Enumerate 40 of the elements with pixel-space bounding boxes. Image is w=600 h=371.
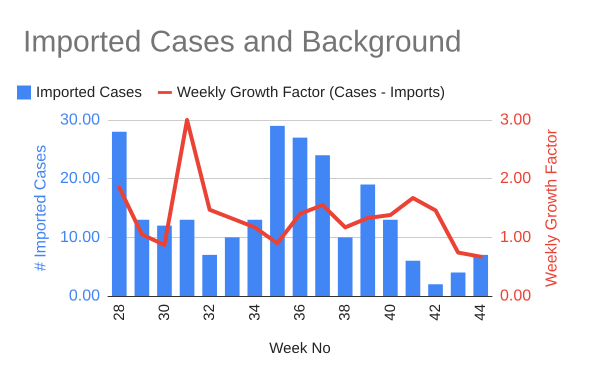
y2-axis-title: Weekly Growth Factor bbox=[544, 128, 560, 287]
y-tick-label: 10.00 bbox=[60, 228, 100, 246]
bar bbox=[406, 260, 420, 296]
x-tick-label: 44 bbox=[472, 304, 490, 321]
y-axis-title: # Imported Cases bbox=[32, 144, 50, 272]
bar bbox=[473, 254, 488, 296]
bar bbox=[224, 237, 240, 296]
y2-tick-label: 3.00 bbox=[500, 112, 532, 128]
bar bbox=[202, 254, 217, 296]
bar bbox=[247, 220, 262, 296]
bar bbox=[360, 184, 376, 296]
x-axis-title: Week No bbox=[269, 340, 331, 357]
x-tick-label: 28 bbox=[110, 304, 128, 321]
chart-title: Imported Cases and Background bbox=[23, 26, 462, 58]
bar bbox=[270, 126, 285, 296]
y2-tick-label: 1.00 bbox=[500, 228, 532, 246]
legend-label: Weekly Growth Factor (Cases - Imports) bbox=[176, 84, 446, 101]
bar bbox=[315, 155, 330, 296]
y-tick-label: 30.00 bbox=[60, 112, 100, 128]
bar bbox=[180, 220, 194, 296]
x-tick-label: 40 bbox=[382, 304, 399, 321]
bar bbox=[428, 284, 443, 296]
bar bbox=[292, 138, 308, 296]
x-tick-label: 32 bbox=[201, 304, 218, 321]
bar bbox=[383, 220, 398, 296]
bar bbox=[112, 132, 127, 296]
x-tick-label: 34 bbox=[246, 304, 264, 321]
y-tick-label: 20.00 bbox=[60, 170, 100, 188]
y-tick-label: 0.00 bbox=[68, 288, 100, 304]
x-tick-label: 38 bbox=[336, 304, 354, 321]
legend-label: Imported Cases bbox=[36, 84, 142, 101]
y2-tick-label: 0.00 bbox=[500, 288, 532, 304]
bar bbox=[134, 220, 150, 296]
line-series bbox=[117, 118, 483, 259]
bar bbox=[450, 272, 466, 296]
x-tick-label: 42 bbox=[427, 304, 444, 321]
bar bbox=[338, 237, 353, 296]
y2-tick-label: 2.00 bbox=[500, 170, 532, 188]
x-tick-label: 30 bbox=[156, 304, 173, 321]
x-tick-label: 36 bbox=[292, 304, 308, 321]
